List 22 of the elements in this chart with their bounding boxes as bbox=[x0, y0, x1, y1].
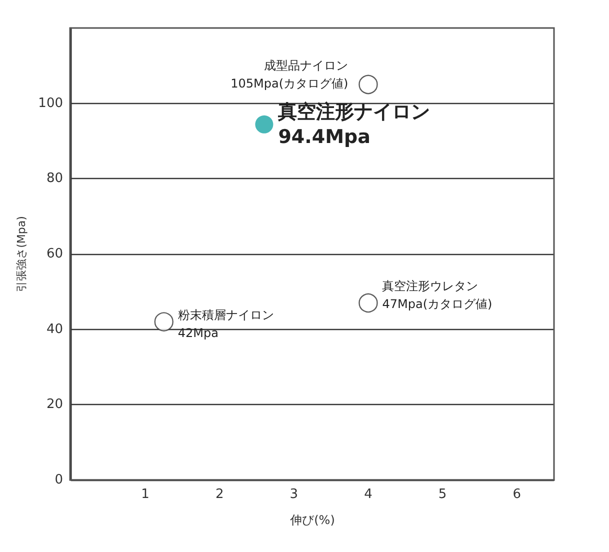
point bbox=[358, 293, 378, 313]
x-tick-label: 6 bbox=[512, 487, 521, 502]
y-tick-label: 40 bbox=[46, 322, 63, 337]
annotation: 成型品ナイロン 105Mpa(カタログ値) bbox=[230, 58, 348, 90]
annotation: 粉末積層ナイロン 42Mpa bbox=[178, 308, 274, 340]
x-tick-label: 1 bbox=[141, 487, 150, 502]
y-tick-label: 100 bbox=[38, 96, 63, 111]
y-tick-label: 20 bbox=[46, 397, 63, 412]
x-tick-label: 2 bbox=[215, 487, 224, 502]
x-axis-title: 伸び(%) bbox=[289, 513, 335, 527]
point bbox=[154, 312, 174, 332]
x-tick-label: 3 bbox=[290, 487, 298, 502]
annotation: 真空注形ウレタン 47Mpa(カタログ値) bbox=[382, 278, 492, 311]
y-axis-title: 引張強さ(Mpa) bbox=[15, 216, 28, 292]
y-tick-label: 0 bbox=[54, 472, 63, 488]
x-tick-label: 5 bbox=[438, 487, 447, 502]
annotation: 真空注形ナイロン 94.4Mpa bbox=[277, 100, 430, 148]
y-tick-label: 60 bbox=[46, 246, 63, 262]
point bbox=[255, 115, 274, 134]
x-tick-label: 4 bbox=[364, 487, 372, 502]
y-tick-label: 80 bbox=[46, 171, 63, 186]
point bbox=[358, 74, 378, 94]
